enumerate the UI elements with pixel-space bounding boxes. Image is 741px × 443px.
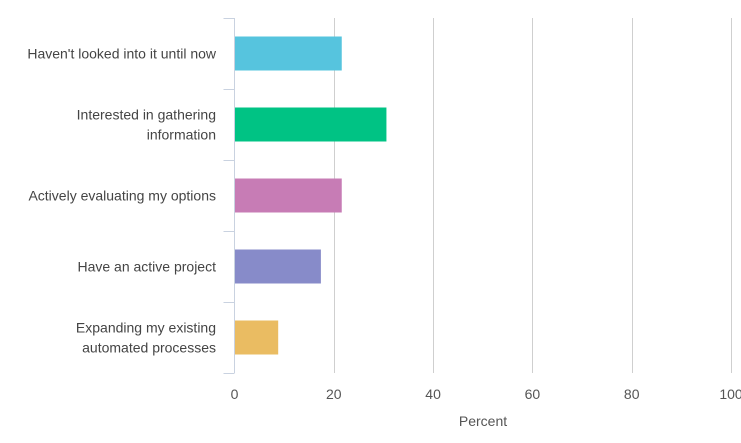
category-label-0-line-0: Haven't looked into it until now <box>27 46 217 62</box>
category-label-4: Expanding my existing automated processes <box>76 320 216 356</box>
axes <box>223 18 235 374</box>
x-tick-label-5: 100 <box>719 386 741 402</box>
x-tick-label-4: 80 <box>624 386 640 402</box>
category-label-3: Have an active project <box>77 259 216 275</box>
x-tick-label-0: 0 <box>231 386 239 402</box>
category-label-4-line-1: automated processes <box>82 340 216 356</box>
bar-3 <box>235 249 321 284</box>
category-label-2-line-0: Actively evaluating my options <box>28 188 216 204</box>
gridlines <box>334 18 732 373</box>
x-tick-label-1: 20 <box>326 386 342 402</box>
bar-1 <box>235 107 387 142</box>
bar-0 <box>235 36 342 71</box>
bar-2 <box>235 178 342 213</box>
x-tick-label-3: 60 <box>525 386 541 402</box>
category-label-1-line-0: Interested in gathering <box>77 107 216 123</box>
category-label-4-line-0: Expanding my existing <box>76 320 216 336</box>
x-tick-labels: 0 20 40 60 80 100 <box>231 386 741 402</box>
bar-4 <box>235 320 279 355</box>
category-label-2: Actively evaluating my options <box>28 188 216 204</box>
x-tick-label-2: 40 <box>425 386 441 402</box>
x-axis-title: Percent <box>459 413 507 429</box>
category-label-0: Haven't looked into it until now <box>27 46 217 62</box>
bars <box>235 36 387 355</box>
category-label-1-line-1: information <box>147 127 216 143</box>
category-label-3-line-0: Have an active project <box>77 259 216 275</box>
category-labels: Haven't looked into it until now Interest… <box>27 46 217 356</box>
category-label-1: Interested in gathering information <box>77 107 216 143</box>
